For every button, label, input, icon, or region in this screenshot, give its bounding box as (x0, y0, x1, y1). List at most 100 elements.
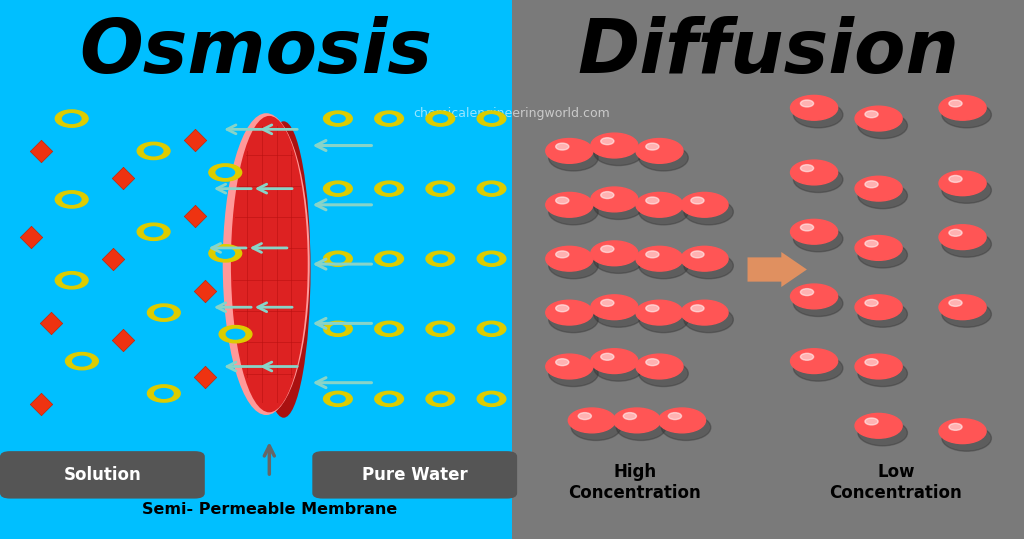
Circle shape (855, 106, 902, 131)
Circle shape (484, 395, 499, 403)
Circle shape (594, 140, 643, 165)
Circle shape (144, 146, 163, 156)
Circle shape (865, 181, 879, 188)
Circle shape (549, 253, 598, 279)
Circle shape (55, 272, 88, 289)
Circle shape (639, 253, 688, 279)
Circle shape (646, 359, 659, 365)
Point (197, 373, 213, 382)
Circle shape (855, 176, 902, 201)
Circle shape (858, 242, 907, 268)
Circle shape (646, 197, 659, 204)
Circle shape (546, 246, 593, 271)
Circle shape (684, 199, 733, 225)
Circle shape (691, 251, 705, 258)
Ellipse shape (257, 121, 310, 418)
Circle shape (858, 113, 907, 139)
Circle shape (594, 247, 643, 273)
Circle shape (858, 183, 907, 209)
Circle shape (433, 185, 447, 192)
Text: High
Concentration: High Concentration (568, 463, 701, 502)
Circle shape (801, 100, 814, 107)
Circle shape (549, 199, 598, 225)
Circle shape (646, 251, 659, 258)
Circle shape (855, 354, 902, 379)
Circle shape (426, 391, 455, 406)
Circle shape (62, 275, 81, 285)
Circle shape (865, 240, 879, 247)
Circle shape (594, 355, 643, 381)
Circle shape (137, 223, 170, 240)
Circle shape (865, 418, 879, 425)
Circle shape (794, 355, 843, 381)
Circle shape (939, 295, 986, 320)
Circle shape (546, 192, 593, 217)
Circle shape (331, 115, 345, 122)
Circle shape (939, 419, 986, 444)
Circle shape (62, 195, 81, 204)
Circle shape (55, 191, 88, 208)
Circle shape (639, 307, 688, 333)
Circle shape (226, 329, 245, 339)
Circle shape (594, 194, 643, 219)
Circle shape (949, 230, 963, 236)
Circle shape (382, 115, 396, 122)
Text: Osmosis: Osmosis (80, 16, 432, 89)
Circle shape (791, 95, 838, 120)
Bar (0, 0, 512, 539)
Circle shape (484, 325, 499, 333)
Circle shape (801, 165, 814, 171)
Circle shape (684, 253, 733, 279)
Circle shape (549, 361, 598, 386)
Text: Semi- Permeable Membrane: Semi- Permeable Membrane (141, 502, 397, 517)
Circle shape (62, 114, 81, 123)
Point (33, 400, 49, 409)
Circle shape (556, 305, 569, 312)
Circle shape (636, 354, 683, 379)
Circle shape (858, 420, 907, 446)
Circle shape (636, 192, 683, 217)
Circle shape (219, 326, 252, 343)
Text: chemicalengineeringworld.com: chemicalengineeringworld.com (414, 107, 610, 120)
Circle shape (331, 255, 345, 262)
Circle shape (601, 354, 614, 360)
Circle shape (331, 185, 345, 192)
Circle shape (591, 295, 638, 320)
Circle shape (209, 245, 242, 262)
Circle shape (684, 307, 733, 333)
Circle shape (794, 226, 843, 252)
Circle shape (646, 305, 659, 312)
Circle shape (639, 199, 688, 225)
Circle shape (477, 251, 506, 266)
Circle shape (147, 385, 180, 402)
Ellipse shape (231, 116, 307, 412)
Circle shape (73, 356, 91, 366)
Circle shape (568, 408, 615, 433)
Text: Solution: Solution (63, 466, 141, 484)
Circle shape (484, 255, 499, 262)
Circle shape (375, 321, 403, 336)
Circle shape (939, 95, 986, 120)
Circle shape (591, 133, 638, 158)
Circle shape (591, 349, 638, 374)
Circle shape (216, 248, 234, 258)
Circle shape (646, 143, 659, 150)
Circle shape (331, 325, 345, 333)
Point (186, 211, 203, 220)
Circle shape (426, 181, 455, 196)
Circle shape (382, 395, 396, 403)
Circle shape (137, 142, 170, 160)
Circle shape (426, 321, 455, 336)
Circle shape (794, 102, 843, 128)
Circle shape (591, 241, 638, 266)
Circle shape (949, 100, 963, 107)
Circle shape (681, 300, 728, 325)
Circle shape (662, 414, 711, 440)
Circle shape (855, 295, 902, 320)
Circle shape (382, 255, 396, 262)
Circle shape (858, 361, 907, 386)
Circle shape (791, 349, 838, 374)
Circle shape (433, 255, 447, 262)
Circle shape (942, 301, 991, 327)
Circle shape (681, 246, 728, 271)
